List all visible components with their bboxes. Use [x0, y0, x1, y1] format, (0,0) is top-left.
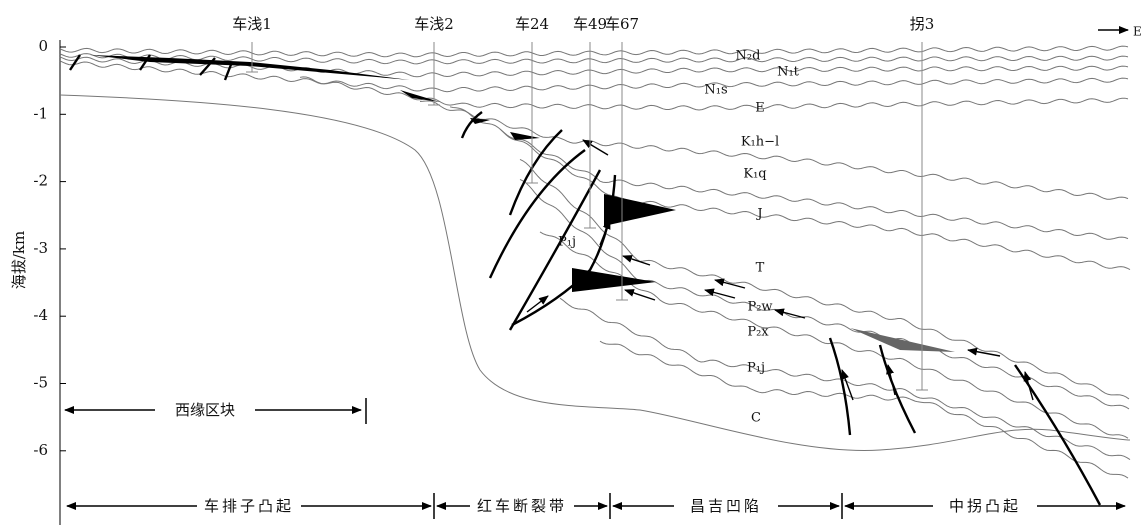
layer-label: J [755, 207, 762, 222]
y-tick-label: -4 [33, 306, 48, 324]
layer-label: K₁h−l [741, 135, 779, 150]
region-label: 昌吉凹陷 [690, 497, 762, 515]
well-label: 车浅2 [414, 15, 454, 33]
region-label: 中拐凸起 [949, 497, 1021, 515]
horizon [500, 129, 1130, 270]
y-tick-label: -2 [33, 172, 48, 190]
axis-title: 海拔/km [10, 231, 28, 289]
layer-label: N₁s [704, 83, 727, 98]
region-label: 红车断裂带 [477, 497, 567, 515]
well-label: 车67 [605, 15, 639, 33]
region-label: 车排子凸起 [204, 497, 294, 515]
y-tick-label: 0 [38, 37, 48, 55]
layer-label: T [756, 261, 765, 276]
y-tick-label: -3 [33, 239, 48, 257]
horizon [600, 341, 1128, 478]
well-label: 车49 [573, 15, 607, 33]
horizon [60, 46, 1128, 57]
direction-label: E [1133, 25, 1142, 39]
block-label: 西缘区块 [175, 401, 235, 419]
y-tick-label: -6 [33, 441, 48, 459]
well-label: 车24 [515, 15, 549, 33]
layer-label: E [755, 101, 765, 116]
well-label: 拐3 [910, 15, 935, 33]
layer-label: N₂d [736, 49, 761, 64]
horizon [420, 101, 1128, 199]
well-label: 车浅1 [232, 15, 272, 33]
y-tick-label: -1 [33, 104, 48, 122]
layer-label: C [751, 411, 761, 426]
layer-label: P₁j [747, 361, 765, 376]
layer-label: P₂x [747, 325, 769, 340]
layer-label: P₁j [558, 235, 576, 250]
cross-section: E 海拔/km 0 -1 -2 -3 -4 -5 -6 车浅1 车浅2 车24 车49车67 拐3 N₂… [0, 0, 1142, 530]
y-tick-label: -5 [33, 374, 48, 392]
layer-label: K₁q [743, 167, 766, 182]
horizon [540, 232, 1128, 438]
layer-label: P₂w [747, 300, 772, 315]
layer-label: N₁t [777, 65, 800, 80]
